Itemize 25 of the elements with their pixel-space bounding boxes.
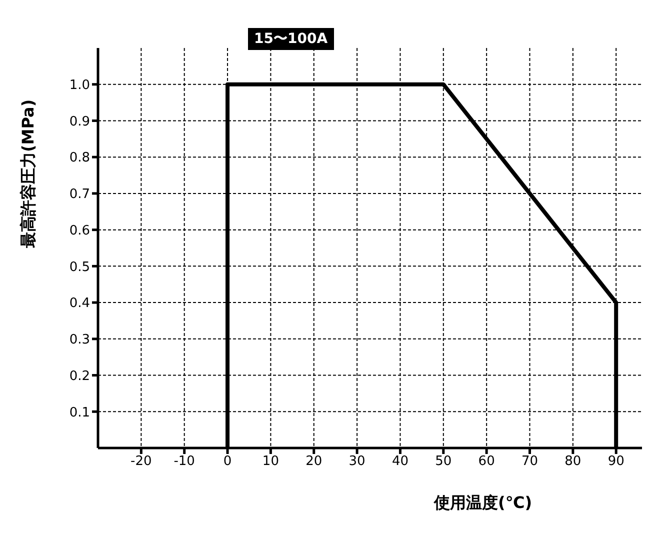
y-axis-title: 最高許容圧力(MPa) (18, 99, 38, 249)
x-tick-label: 70 (521, 454, 538, 470)
y-tick-label: 0.1 (69, 405, 90, 420)
y-tick-label: 0.3 (69, 332, 90, 348)
x-tick-label: 20 (306, 454, 322, 470)
y-tick-label: 0.5 (69, 260, 90, 275)
x-tick-label: -20 (130, 454, 152, 470)
y-tick-label: 0.4 (69, 296, 90, 312)
x-tick-label: 90 (608, 454, 624, 470)
x-tick-label: 30 (348, 454, 366, 470)
y-tick-label: 0.6 (69, 223, 90, 238)
y-tick-label: 0.9 (69, 114, 90, 130)
x-tick-label: 50 (435, 454, 452, 470)
x-tick-label: -10 (174, 454, 195, 470)
x-tick-label: 10 (262, 454, 279, 470)
y-tick-label: 0.8 (69, 150, 90, 166)
x-tick-label: 80 (564, 454, 582, 470)
y-tick-label: 0.2 (69, 368, 90, 384)
x-axis-title: 使用温度(℃) (433, 493, 532, 512)
y-tick-label: 1.0 (69, 78, 90, 93)
x-tick-label: 40 (392, 454, 408, 470)
y-tick-label: 0.7 (69, 187, 90, 202)
x-tick-label: 0 (223, 454, 232, 470)
text: 15〜100A (248, 28, 334, 50)
x-tick-label: 60 (478, 454, 495, 470)
